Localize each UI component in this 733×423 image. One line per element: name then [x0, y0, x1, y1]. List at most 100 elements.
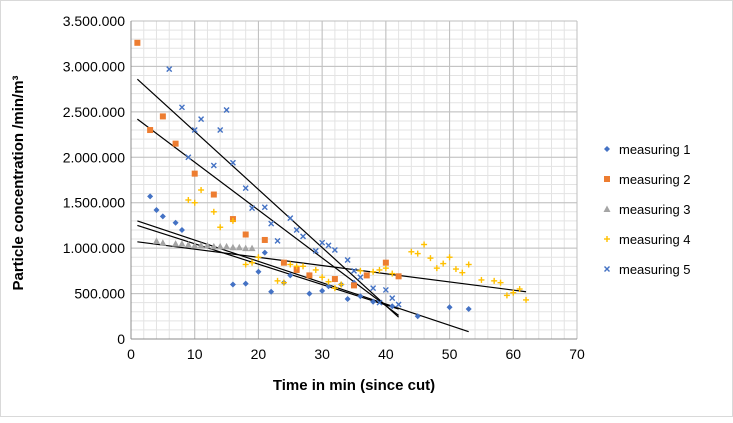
x-arm — [223, 107, 230, 114]
data-point — [370, 285, 377, 292]
x-arm — [178, 104, 185, 111]
data-point — [408, 248, 415, 255]
data-point — [223, 107, 230, 114]
y-tick-label: 3.500.000 — [63, 13, 125, 29]
data-point — [223, 242, 231, 250]
data-point — [274, 277, 281, 284]
data-point — [159, 239, 167, 246]
data-point — [331, 285, 338, 292]
x-tick-label: 40 — [378, 346, 394, 362]
x-arm — [382, 286, 389, 293]
data-point — [198, 186, 205, 193]
x-arm — [319, 239, 326, 246]
data-point — [312, 247, 319, 254]
data-point — [293, 263, 300, 270]
x-arm — [312, 247, 319, 254]
data-point — [242, 244, 250, 252]
legend-item: measuring 4 — [604, 232, 691, 247]
x-axis-title: Time in min (since cut) — [273, 377, 435, 394]
data-point — [389, 295, 396, 302]
data-point — [287, 215, 294, 222]
legend-label: measuring 4 — [619, 232, 691, 247]
y-tick-label: 2.000.000 — [63, 149, 125, 165]
series-4 — [185, 186, 530, 303]
x-arm — [217, 127, 224, 134]
data-point — [300, 233, 307, 240]
data-point — [242, 261, 249, 268]
legend-marker — [604, 266, 610, 272]
legend-label: measuring 5 — [619, 262, 691, 277]
data-point — [325, 278, 332, 285]
x-arm — [242, 185, 249, 192]
trendline — [137, 220, 469, 333]
data-point — [516, 286, 523, 293]
data-point — [191, 170, 198, 177]
x-arm — [274, 237, 281, 244]
data-point — [274, 237, 281, 244]
x-arm — [185, 154, 192, 161]
data-point — [172, 140, 179, 147]
legend-marker — [603, 205, 611, 212]
data-point — [191, 127, 198, 134]
data-point — [217, 224, 224, 231]
data-point — [325, 242, 332, 249]
x-tick-label: 20 — [251, 346, 267, 362]
data-point — [255, 254, 262, 261]
data-point — [229, 281, 236, 288]
x-arm — [604, 266, 610, 272]
data-point — [370, 268, 377, 275]
data-point — [242, 280, 249, 287]
x-arm — [191, 127, 198, 134]
data-point — [172, 240, 180, 247]
data-point — [147, 127, 154, 134]
y-tick-label: 1.500.000 — [63, 195, 125, 211]
x-arm — [344, 256, 351, 263]
x-arm — [166, 66, 173, 73]
data-point — [395, 301, 402, 308]
data-point — [229, 243, 237, 251]
x-arm — [249, 205, 256, 212]
trendline — [136, 78, 400, 318]
legend-label: measuring 2 — [619, 172, 691, 187]
data-point — [351, 267, 357, 274]
data-point — [357, 293, 364, 300]
legend-label: measuring 1 — [619, 142, 691, 157]
data-point — [172, 219, 179, 226]
data-point — [389, 270, 396, 277]
data-point — [414, 313, 421, 320]
x-arm — [389, 295, 396, 302]
trendline — [137, 241, 527, 293]
x-arm — [351, 267, 357, 274]
legend-marker — [604, 146, 610, 152]
x-tick-label: 70 — [569, 346, 585, 362]
data-point — [446, 304, 453, 311]
data-point — [497, 279, 504, 286]
legend-marker — [604, 236, 610, 242]
data-point — [191, 241, 199, 249]
x-tick-label: 50 — [442, 346, 458, 362]
data-point — [312, 266, 319, 273]
data-point — [319, 274, 326, 281]
data-point — [459, 269, 466, 276]
data-point — [382, 259, 389, 266]
legend: measuring 1 measuring 2 measuring 3 measuri… — [603, 142, 691, 277]
data-point — [268, 220, 275, 227]
data-point — [178, 226, 185, 233]
data-point — [478, 276, 485, 283]
data-point — [414, 250, 421, 257]
data-point — [491, 277, 498, 284]
data-point — [338, 281, 345, 288]
data-point — [446, 254, 453, 261]
x-arm — [300, 233, 307, 240]
data-point — [363, 272, 370, 279]
x-arm — [293, 226, 300, 233]
x-arm — [229, 159, 236, 166]
data-point — [523, 296, 530, 303]
x-arm — [287, 215, 294, 222]
data-point — [395, 273, 402, 280]
legend-item: measuring 5 — [604, 262, 691, 277]
axes — [130, 21, 577, 340]
data-point — [370, 298, 377, 305]
data-point — [191, 199, 198, 206]
data-point — [242, 231, 249, 238]
